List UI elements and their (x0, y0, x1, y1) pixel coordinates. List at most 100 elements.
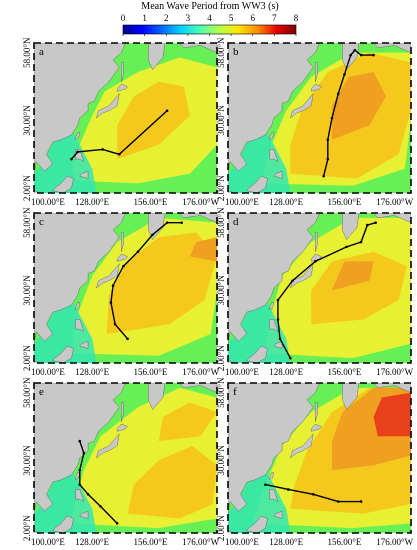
land-mass (246, 515, 268, 533)
land-mass (52, 345, 74, 363)
land-mass (179, 383, 217, 393)
land-mass (269, 149, 279, 162)
track-point (115, 522, 119, 525)
lon-label: 176.00°W (182, 367, 219, 377)
panel-letter: d (233, 216, 239, 228)
panel-letter: b (233, 46, 239, 58)
lat-label: 2.00°N (216, 515, 226, 541)
track-point (78, 468, 82, 472)
track-point (276, 298, 280, 302)
map-frame (33, 382, 218, 534)
land-mass (228, 43, 320, 174)
wave-period-contour (106, 232, 217, 334)
coastal-contour (34, 130, 97, 193)
lon-label: 156.00°E (134, 197, 168, 207)
lon-label: 156.00°E (328, 537, 362, 547)
map-frame (227, 382, 412, 534)
land-mass (315, 402, 318, 422)
land-mass (79, 510, 89, 519)
lat-label: 58.00°N (22, 207, 32, 238)
track-point (101, 148, 104, 151)
lat-label: 30.00°N (22, 275, 32, 306)
track-point (372, 53, 375, 57)
track-point (126, 337, 129, 341)
wave-period-contour (127, 445, 217, 519)
land-mass (310, 423, 322, 432)
track-point (99, 505, 102, 508)
land-mass (148, 213, 166, 240)
track-point (78, 483, 82, 486)
lon-label: 128.00°E (75, 197, 109, 207)
lat-label: 30.00°N (22, 105, 32, 136)
land-mass (79, 340, 89, 349)
land-mass (52, 515, 74, 533)
lon-label: 156.00°E (134, 537, 168, 547)
colorbar-tick-label: 1 (142, 13, 147, 23)
track-point (82, 451, 86, 455)
land-mass (121, 232, 124, 252)
lat-label: 2.00°N (216, 175, 226, 201)
track-point (349, 53, 352, 57)
track-point (353, 48, 357, 52)
lat-label: 2.00°N (216, 345, 226, 371)
land-mass (116, 83, 128, 92)
land-mass (269, 472, 274, 481)
lon-label: 156.00°E (134, 367, 168, 377)
land-mass (148, 383, 166, 410)
land-mass (273, 510, 283, 519)
track-point (165, 109, 169, 113)
lon-label: 176.00°W (376, 367, 413, 377)
track-point (311, 492, 315, 496)
track-point (336, 92, 340, 96)
lon-label: 128.00°E (269, 537, 303, 547)
coastal-contour (228, 470, 291, 533)
land-mass (342, 213, 360, 240)
track-point (136, 250, 140, 254)
wave-period-contour (158, 402, 217, 442)
track-point (151, 233, 154, 237)
land-mass (52, 175, 74, 193)
map-frame (33, 212, 218, 364)
lon-label: 100.00°E (225, 537, 259, 547)
land-mass (246, 175, 268, 193)
land-mass (373, 213, 411, 223)
land-mass (75, 472, 80, 481)
lon-label: 100.00°E (31, 537, 65, 547)
land-mass (34, 383, 126, 514)
land-mass (116, 423, 128, 432)
lat-label: 2.00°N (22, 345, 32, 371)
land-mass (79, 170, 89, 179)
colorbar-ticks: 0 1 2 3 4 5 6 7 8 (121, 13, 299, 36)
colorbar-tick-label: 3 (186, 13, 191, 23)
lat-label: 30.00°N (216, 445, 226, 476)
track-point (314, 260, 317, 263)
wave-period-contour (189, 237, 217, 262)
colorbar-tick-label: 2 (164, 13, 169, 23)
lat-label: 58.00°N (22, 377, 32, 408)
track-point (330, 116, 334, 120)
track-point (86, 492, 90, 496)
lat-label: 58.00°N (216, 37, 226, 68)
track-point (345, 245, 348, 249)
lon-label: 176.00°W (182, 197, 219, 207)
lat-label: 30.00°N (22, 445, 32, 476)
map-content (34, 43, 217, 193)
land-mass (179, 43, 217, 53)
track-point (264, 483, 267, 486)
track-point (165, 221, 169, 224)
panel-letter: a (39, 46, 44, 58)
land-mass (373, 43, 411, 53)
track-point (326, 138, 330, 142)
land-mass (269, 302, 274, 311)
colorbar-tick-label: 5 (229, 13, 234, 23)
lon-label: 100.00°E (31, 367, 65, 377)
coastal-contour (34, 470, 97, 533)
wave-period-contour (331, 72, 387, 140)
wave-period-contour (331, 261, 374, 291)
